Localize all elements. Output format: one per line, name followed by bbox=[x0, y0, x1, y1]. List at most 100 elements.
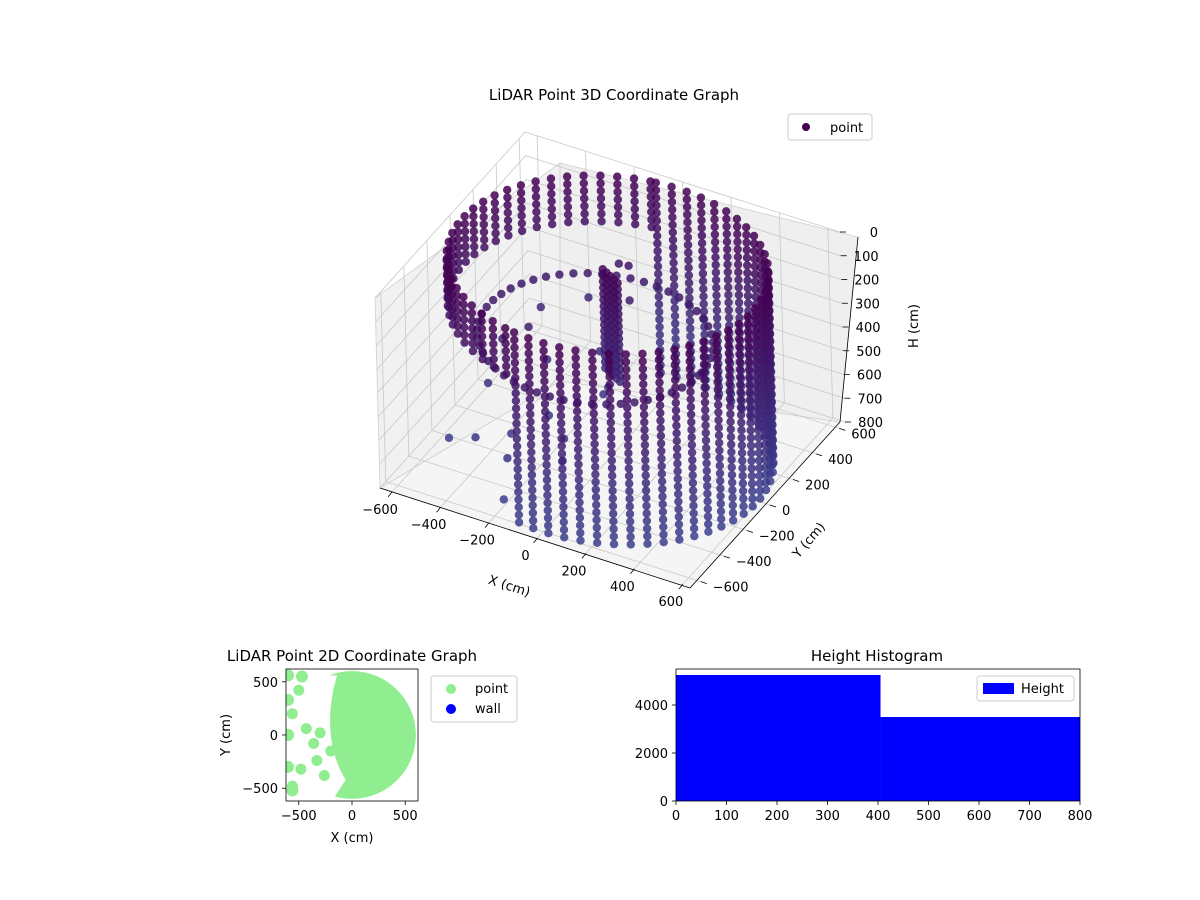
point-3d bbox=[604, 349, 614, 359]
point-3d bbox=[579, 171, 588, 180]
x-tick-label-hist: 800 bbox=[1068, 809, 1093, 824]
point-3d bbox=[571, 369, 581, 378]
point-3d bbox=[569, 269, 578, 278]
point-3d bbox=[510, 366, 520, 375]
point-3d bbox=[700, 330, 709, 339]
point-3d bbox=[655, 338, 665, 347]
point-3d bbox=[590, 447, 599, 456]
point-3d bbox=[607, 456, 616, 465]
point-3d bbox=[588, 379, 598, 388]
point-3d bbox=[591, 493, 601, 502]
point-3d bbox=[734, 319, 743, 328]
points-2d bbox=[286, 669, 416, 801]
point-3d bbox=[699, 299, 708, 309]
point-3d bbox=[469, 234, 479, 244]
point-3d bbox=[737, 433, 746, 442]
point-3d bbox=[658, 507, 668, 516]
point-3d bbox=[713, 370, 722, 379]
point-3d bbox=[641, 486, 651, 495]
point-3d bbox=[689, 524, 699, 533]
point-3d bbox=[588, 371, 597, 380]
point-3d bbox=[700, 375, 709, 384]
point-3d bbox=[683, 233, 693, 242]
point-3d bbox=[684, 248, 693, 257]
point-3d bbox=[510, 351, 519, 360]
point-3d bbox=[738, 464, 747, 473]
point-3d bbox=[745, 395, 755, 405]
point-3d bbox=[622, 373, 631, 382]
point-3d bbox=[712, 339, 721, 349]
point-3d bbox=[543, 483, 552, 492]
point-3d bbox=[514, 495, 523, 504]
point-3d bbox=[525, 394, 535, 404]
point-3d bbox=[517, 211, 526, 220]
point-3d bbox=[514, 518, 524, 527]
point-3d bbox=[453, 220, 462, 229]
point-3d bbox=[711, 268, 721, 277]
point-2d bbox=[311, 755, 323, 767]
point-3d bbox=[477, 317, 486, 326]
point-3d bbox=[736, 388, 745, 397]
point-3d bbox=[672, 436, 681, 445]
point-3d bbox=[657, 469, 667, 478]
point-3d bbox=[686, 379, 695, 389]
h-tick-label: 600 bbox=[857, 369, 882, 384]
point-3d bbox=[738, 486, 748, 496]
point-3d bbox=[588, 363, 597, 373]
point-3d bbox=[531, 192, 541, 201]
point-3d bbox=[734, 327, 744, 336]
point-3d bbox=[710, 237, 720, 247]
point-3d bbox=[460, 212, 469, 221]
point-3d bbox=[674, 512, 683, 521]
x-tick-mark bbox=[533, 537, 538, 544]
point-3d bbox=[630, 398, 639, 407]
h-tick-label: 100 bbox=[854, 250, 879, 265]
point-3d bbox=[630, 182, 639, 191]
point-3d bbox=[699, 307, 709, 316]
point-3d bbox=[558, 479, 567, 489]
point-3d bbox=[638, 372, 648, 381]
point-3d bbox=[529, 275, 538, 284]
h-tick-label: 500 bbox=[856, 345, 881, 360]
point-3d bbox=[615, 359, 624, 368]
point-3d bbox=[541, 430, 550, 439]
point-3d bbox=[608, 479, 617, 488]
point-3d bbox=[739, 502, 748, 511]
x-tick-label: 200 bbox=[562, 564, 587, 579]
point-3d bbox=[753, 395, 762, 404]
point-3d bbox=[651, 186, 661, 195]
point-3d bbox=[671, 375, 680, 385]
x-tick-label: −200 bbox=[459, 534, 495, 549]
point-3d bbox=[513, 449, 522, 459]
point-3d bbox=[670, 345, 679, 354]
point-3d bbox=[656, 408, 665, 418]
point-3d bbox=[489, 295, 498, 305]
point-3d bbox=[654, 355, 664, 364]
point-3d bbox=[526, 440, 536, 449]
point-3d bbox=[605, 387, 615, 397]
point-3d bbox=[623, 418, 632, 427]
point-3d bbox=[652, 201, 661, 210]
ticks-3d: −600 −400 −200 0 200 400 600 −600 −400 −200 0 200 40… bbox=[362, 226, 883, 610]
point-3d bbox=[625, 509, 635, 519]
point-3d bbox=[615, 340, 624, 349]
point-3d bbox=[726, 402, 735, 411]
point-3d bbox=[626, 274, 635, 283]
point-3d bbox=[716, 484, 725, 493]
point-3d bbox=[527, 463, 536, 472]
point-3d bbox=[512, 434, 522, 443]
point-3d bbox=[575, 513, 585, 522]
point-3d bbox=[471, 433, 480, 442]
point-3d bbox=[641, 463, 650, 472]
point-3d bbox=[542, 445, 551, 454]
point-3d bbox=[592, 523, 601, 532]
point-3d bbox=[704, 527, 713, 536]
point-3d bbox=[687, 433, 696, 442]
point-3d bbox=[516, 181, 526, 190]
point-3d bbox=[698, 277, 708, 286]
point-3d bbox=[528, 486, 537, 495]
point-3d bbox=[686, 324, 695, 333]
point-3d bbox=[556, 396, 565, 405]
point-3d bbox=[613, 278, 622, 288]
histogram-title: Height Histogram bbox=[811, 647, 943, 665]
